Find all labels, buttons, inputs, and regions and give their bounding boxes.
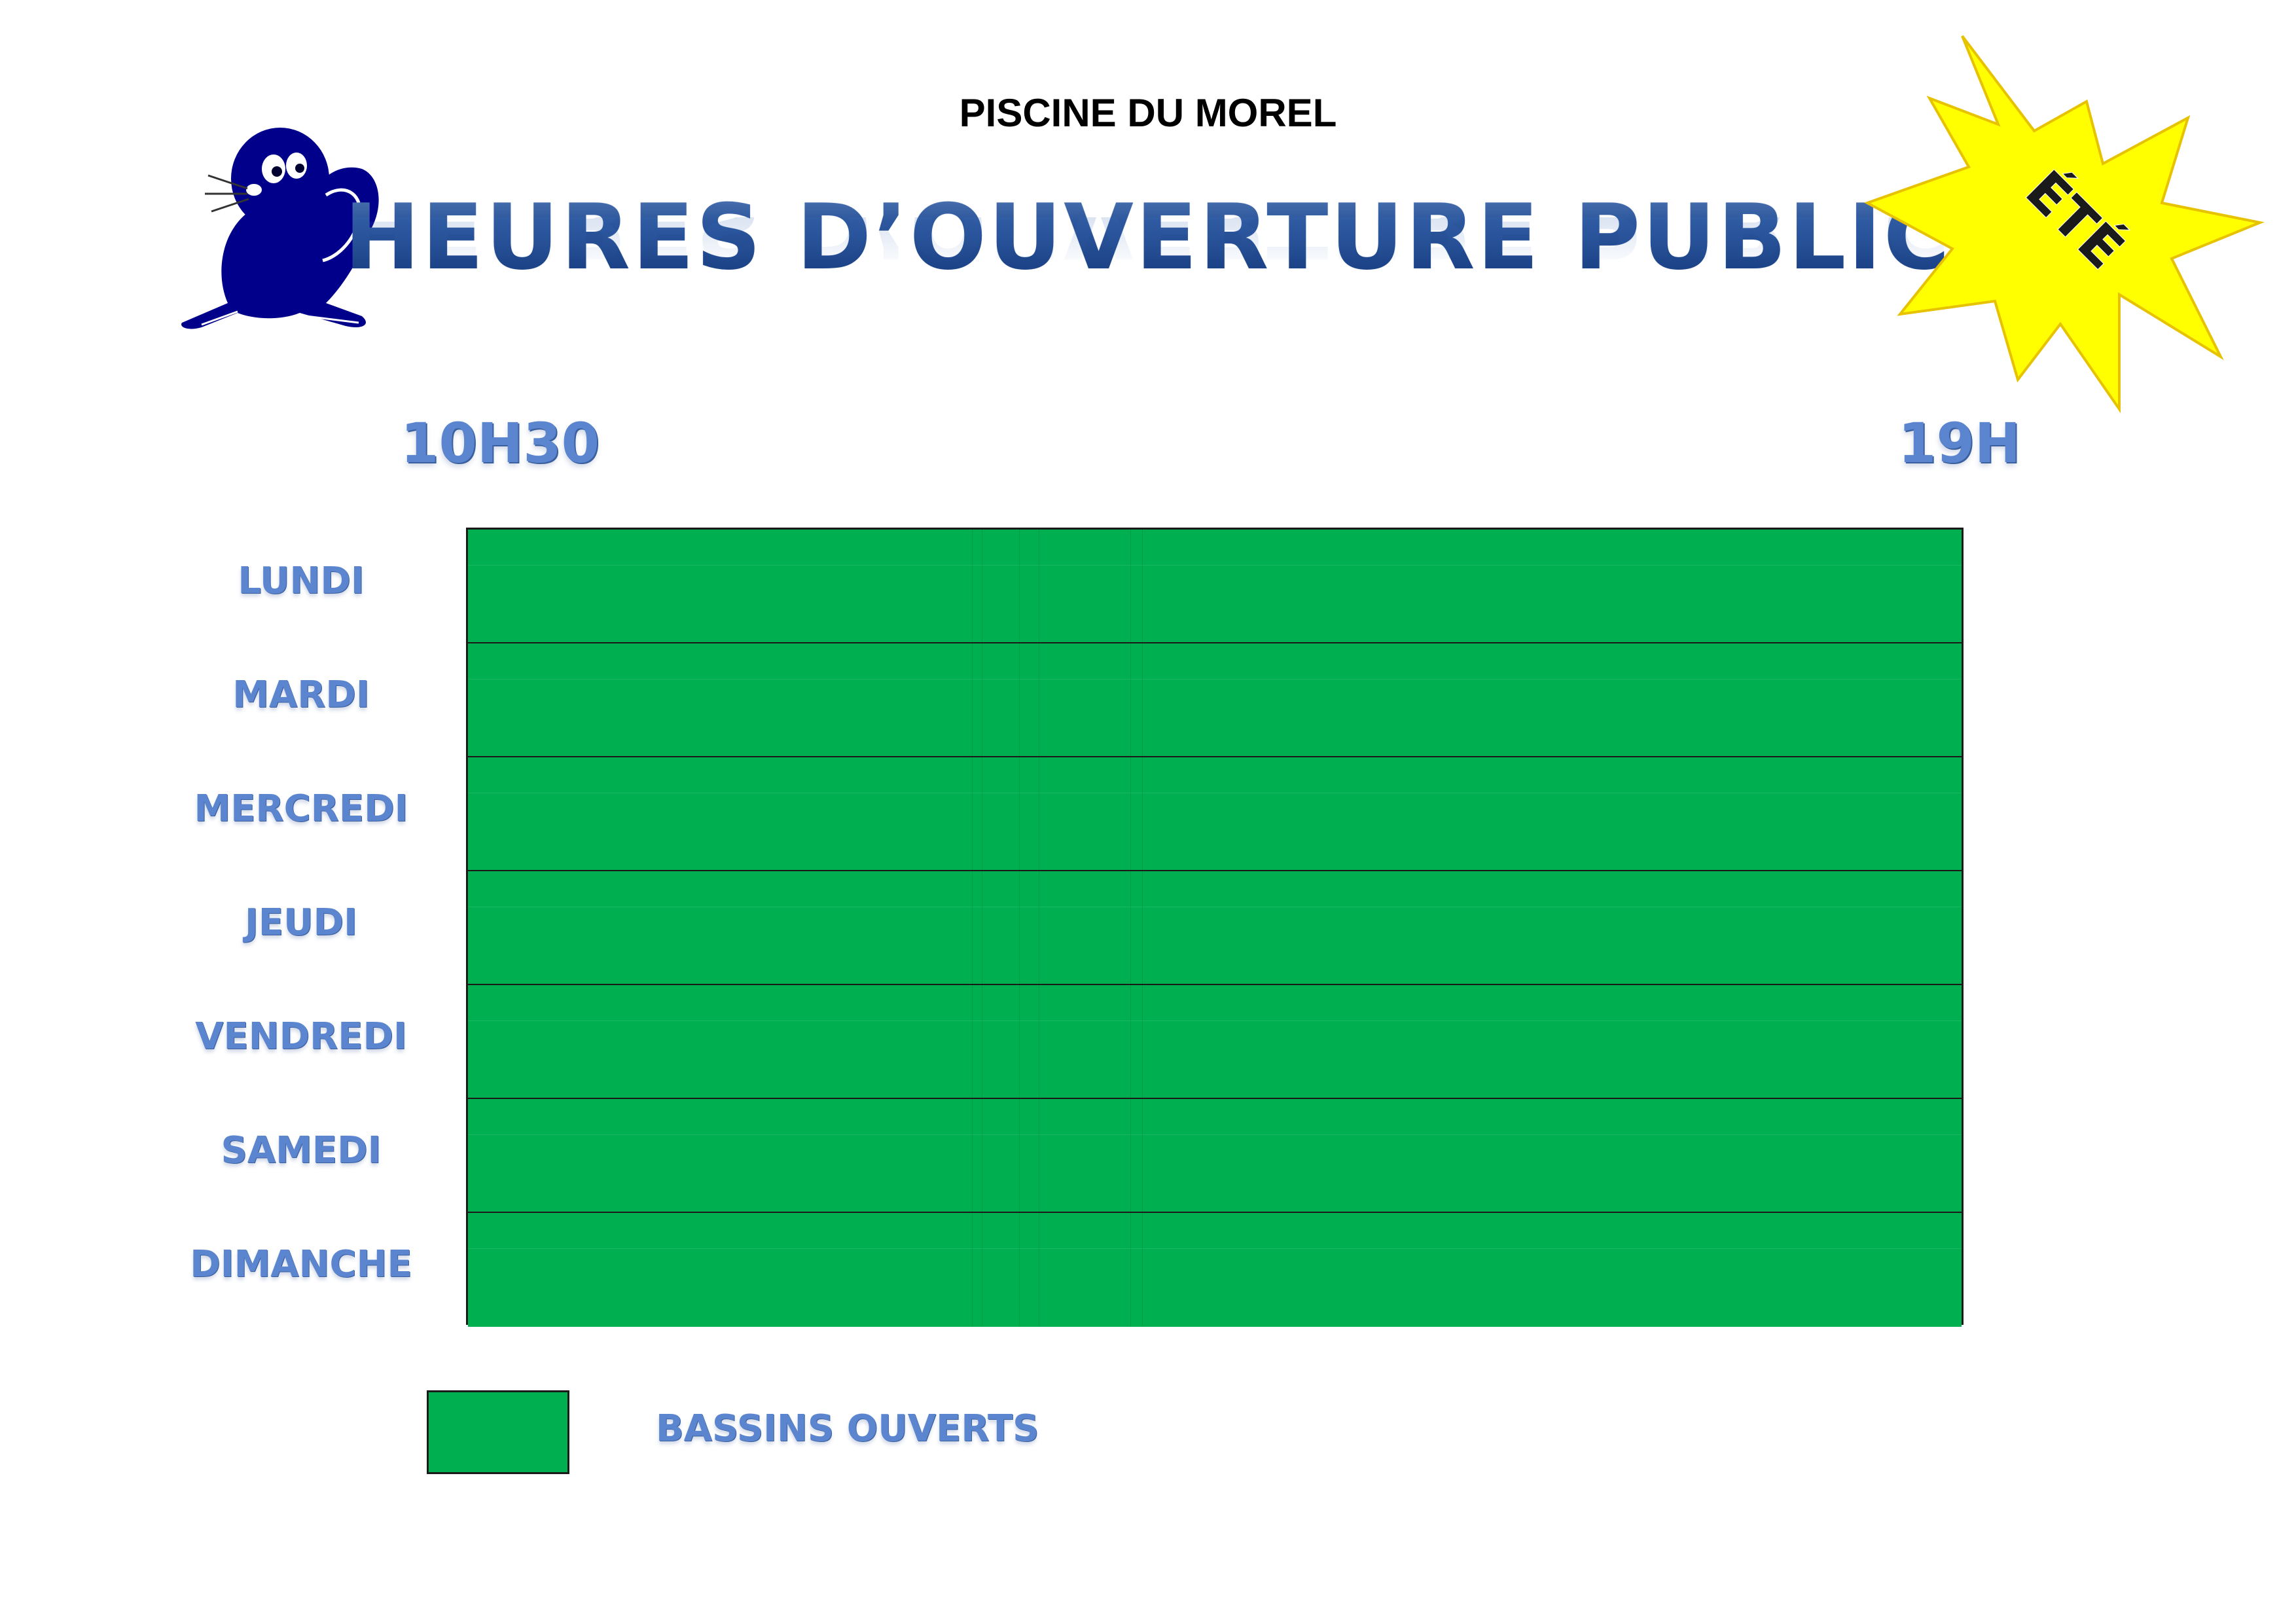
schedule-grid <box>466 528 1964 1327</box>
page-title: HEURES D’OUVERTURE PUBLIC <box>0 185 2296 290</box>
day-label-mardi: MARDI <box>232 674 370 716</box>
starburst-icon <box>1864 35 2265 414</box>
day-label-dimanche: DIMANCHE <box>190 1243 412 1286</box>
day-label-vendredi: VENDREDI <box>195 1015 407 1058</box>
day-label-samedi: SAMEDI <box>221 1129 382 1172</box>
pool-name: PISCINE DU MOREL <box>959 91 1337 135</box>
day-label-lundi: LUNDI <box>238 560 365 602</box>
schedule-row-lundi <box>468 530 1962 643</box>
schedule-row-vendredi <box>468 985 1962 1099</box>
schedule-row-jeudi <box>468 871 1962 985</box>
seal-mascot-icon <box>181 128 379 329</box>
schedule-row-mercredi <box>468 757 1962 871</box>
summer-starburst-badge: ÉTÉ <box>1864 35 2265 414</box>
day-label-mercredi: MERCREDI <box>194 787 408 830</box>
legend-label: BASSINS OUVERTS <box>656 1407 1039 1450</box>
schedule-row-dimanche <box>468 1213 1962 1327</box>
day-label-jeudi: JEUDI <box>245 901 357 944</box>
opening-time: 10H30 <box>401 411 600 475</box>
schedule-row-mardi <box>468 643 1962 757</box>
legend-swatch <box>427 1390 569 1474</box>
closing-time: 19H <box>1898 411 2021 475</box>
schedule-row-samedi <box>468 1099 1962 1213</box>
